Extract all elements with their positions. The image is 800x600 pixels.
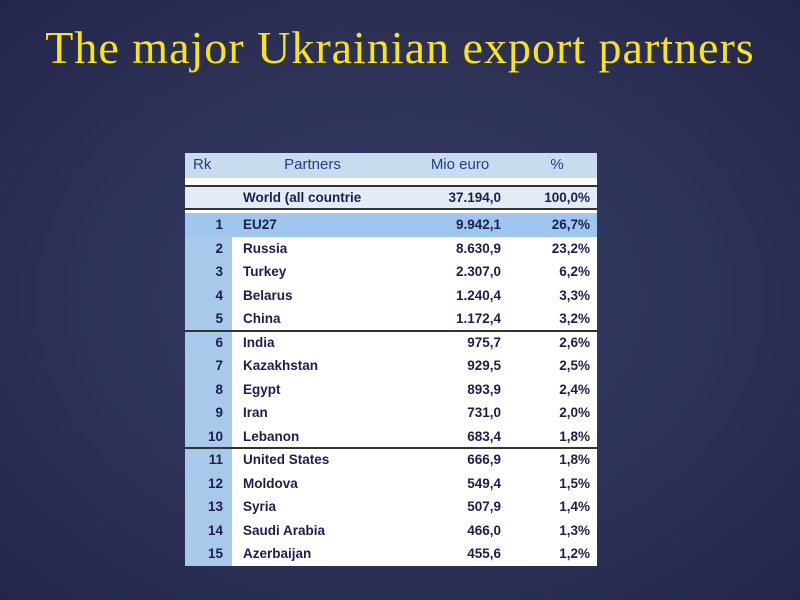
row-cell: Turkey bbox=[243, 264, 287, 279]
total-cell: World (all countrie bbox=[243, 190, 362, 205]
row-cell: 2,6% bbox=[559, 334, 590, 350]
row-cell: 9.942,1 bbox=[455, 217, 501, 232]
row-cell: 2,4% bbox=[559, 381, 590, 397]
row-cell: Iran bbox=[243, 405, 268, 420]
row-cell: 3,2% bbox=[559, 311, 590, 326]
row-cell: 683,4 bbox=[467, 428, 501, 444]
rank: 8 bbox=[215, 381, 223, 397]
slide-title: The major Ukrainian export partners bbox=[45, 22, 755, 73]
header-cell: Partners bbox=[284, 156, 341, 173]
row-cell: 23,2% bbox=[551, 240, 590, 256]
row-cell: 666,9 bbox=[467, 452, 501, 467]
row-cell: India bbox=[243, 334, 275, 350]
row-cell: 26,7% bbox=[551, 217, 590, 232]
table: Rk Partners Mio euro% World (all countrie 37… bbox=[185, 153, 597, 566]
highlight-row bbox=[185, 213, 597, 237]
separator bbox=[185, 447, 597, 449]
row-cell: 2.307,0 bbox=[455, 264, 501, 279]
row-cell: 893,9 bbox=[467, 381, 501, 397]
row-cell: 466,0 bbox=[467, 522, 501, 538]
total-cell: 100,0% bbox=[544, 190, 590, 205]
rank: 9 bbox=[215, 405, 223, 420]
row-cell: Moldova bbox=[243, 475, 298, 491]
rank: 6 bbox=[215, 334, 223, 350]
rank: 3 bbox=[215, 264, 223, 279]
header-cell: Rk bbox=[193, 156, 212, 173]
row-cell: 1,2% bbox=[559, 546, 590, 561]
rank: 11 bbox=[208, 452, 223, 467]
row-cell: Russia bbox=[243, 240, 288, 256]
row-cell: 549,4 bbox=[467, 475, 501, 491]
rank: 5 bbox=[215, 311, 223, 326]
row-cell: 2,5% bbox=[559, 358, 590, 373]
rank: 7 bbox=[215, 358, 223, 373]
rank: 10 bbox=[207, 428, 223, 444]
row-cell: 507,9 bbox=[467, 499, 501, 514]
row-cell: 1,5% bbox=[559, 475, 590, 491]
rank: 12 bbox=[207, 475, 223, 491]
row-cell: 1.240,4 bbox=[455, 287, 501, 303]
row-cell: 2,0% bbox=[559, 405, 590, 420]
row-cell: EU27 bbox=[243, 217, 277, 232]
row-cell: 1,3% bbox=[559, 522, 590, 538]
total-row bbox=[185, 185, 597, 210]
rank: 1 bbox=[215, 217, 223, 232]
row-cell: 1,4% bbox=[559, 499, 590, 514]
row-cell: 6,2% bbox=[559, 264, 590, 279]
row-cell: 455,6 bbox=[467, 546, 501, 561]
row-cell: Syria bbox=[243, 499, 277, 514]
row-cell: United States bbox=[243, 452, 330, 467]
rank: 2 bbox=[215, 240, 223, 256]
rank: 13 bbox=[207, 499, 223, 514]
header-row bbox=[185, 153, 597, 178]
row-cell: Egypt bbox=[243, 381, 281, 397]
rank: 4 bbox=[215, 287, 223, 303]
row-cell: 1,8% bbox=[559, 428, 590, 444]
row-cell: Azerbaijan bbox=[243, 546, 312, 561]
rank: 15 bbox=[207, 546, 223, 561]
rank-column bbox=[185, 213, 232, 566]
header-cell: % bbox=[550, 156, 564, 173]
row-cell: 8.630,9 bbox=[455, 240, 501, 256]
row-cell: 1,8% bbox=[559, 452, 590, 467]
row-cell: 731,0 bbox=[467, 405, 501, 420]
row-cell: 1.172,4 bbox=[455, 311, 501, 326]
total-cell: 37.194,0 bbox=[448, 190, 501, 205]
row-cell: Kazakhstan bbox=[243, 358, 319, 373]
header-cell: Mio euro bbox=[430, 156, 490, 173]
separator bbox=[185, 329, 597, 332]
row-cell: 975,7 bbox=[467, 334, 501, 350]
rank: 14 bbox=[207, 522, 223, 538]
row-cell: 3,3% bbox=[559, 287, 590, 303]
row-cell: Lebanon bbox=[243, 428, 300, 444]
row-cell: Belarus bbox=[243, 287, 293, 303]
row-cell: 929,5 bbox=[467, 358, 501, 373]
row-cell: China bbox=[243, 311, 281, 326]
row-cell: Saudi Arabia bbox=[243, 522, 326, 538]
